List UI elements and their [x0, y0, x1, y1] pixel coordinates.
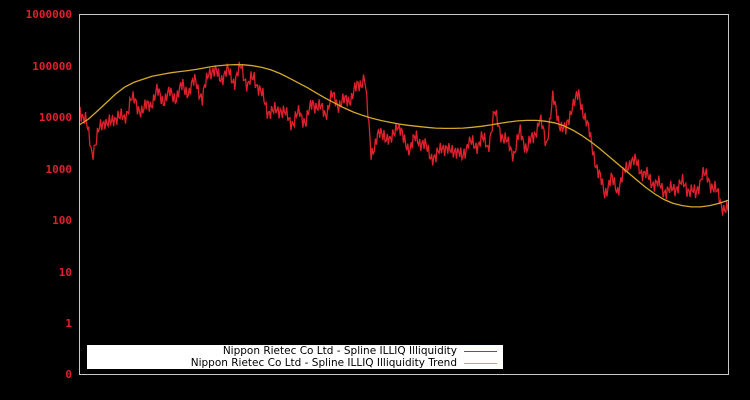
- y-tick-label: 1000: [45, 163, 73, 176]
- legend: Nippon Rietec Co Ltd - Spline ILLIQ Illi…: [87, 345, 503, 369]
- illiquidity-trend-line: [78, 63, 729, 208]
- y-tick-label: 100: [52, 214, 72, 227]
- legend-label-illiquidity: Nippon Rietec Co Ltd - Spline ILLIQ Illi…: [222, 345, 457, 357]
- legend-swatch-illiquidity: [464, 351, 497, 352]
- y-tick-label: 1: [65, 317, 72, 330]
- y-tick-label: 10: [58, 266, 72, 279]
- y-tick-label: 10000: [38, 111, 72, 124]
- legend-label-trend: Nippon Rietec Co Ltd - Spline ILLIQ Illi…: [190, 357, 457, 369]
- legend-swatch-trend: [464, 363, 497, 364]
- y-tick-label: 1000000: [25, 8, 72, 21]
- illiquidity-line: [78, 61, 729, 216]
- y-tick-label: 0: [65, 368, 72, 381]
- plot-lines: [78, 61, 729, 216]
- y-tick-label: 100000: [32, 60, 72, 73]
- plot-frame: [79, 14, 729, 375]
